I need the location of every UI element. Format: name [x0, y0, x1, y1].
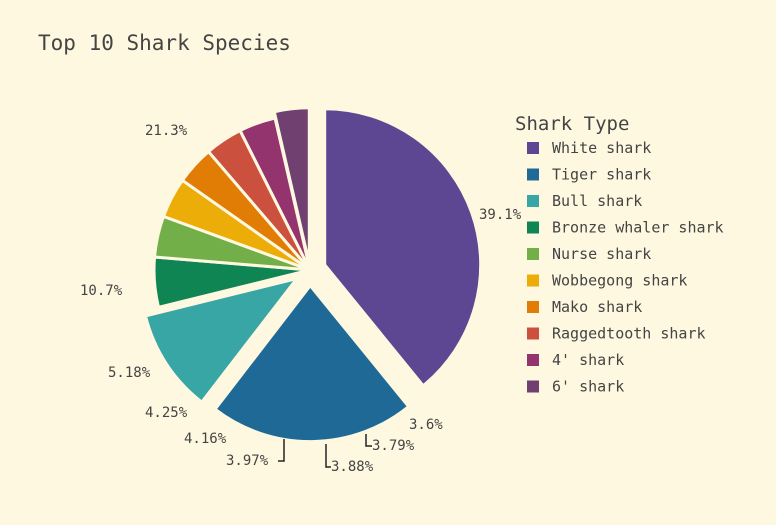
legend-item[interactable]: Bronze whaler shark	[527, 219, 724, 237]
slice-label: 3.88%	[331, 459, 374, 475]
legend-item[interactable]: Mako shark	[527, 298, 642, 316]
legend-label: Bull shark	[552, 192, 642, 210]
legend-item[interactable]: Wobbegong shark	[527, 272, 687, 290]
legend-label: Raggedtooth shark	[552, 325, 706, 343]
legend-item[interactable]: Bull shark	[527, 192, 642, 210]
legend-swatch	[527, 248, 539, 260]
slice-label: 39.1%	[479, 207, 522, 223]
legend-swatch	[527, 354, 539, 366]
legend-swatch	[527, 195, 539, 207]
legend-label: Nurse shark	[552, 245, 651, 263]
label-connector	[278, 439, 285, 462]
slice-label: 4.16%	[184, 431, 227, 447]
label-connector	[365, 434, 372, 447]
chart-title: Top 10 Shark Species	[38, 31, 291, 55]
legend-label: Bronze whaler shark	[552, 219, 724, 237]
legend-item[interactable]: 6' shark	[527, 378, 624, 396]
legend-swatch	[527, 327, 539, 340]
legend-item[interactable]: 4' shark	[527, 351, 624, 369]
legend-label: White shark	[552, 139, 651, 157]
legend-item[interactable]: Nurse shark	[527, 245, 651, 263]
slice-label: 3.79%	[372, 438, 415, 454]
legend-swatch	[527, 274, 539, 287]
slice-labels: 39.1% 21.3% 10.7% 5.18% 4.25% 4.16% 3.97% 3.88%…	[80, 123, 522, 475]
slice-label: 5.18%	[108, 365, 151, 381]
slice-label: 4.25%	[145, 405, 188, 421]
legend-swatch	[527, 380, 539, 393]
legend-item[interactable]: White shark	[527, 139, 651, 157]
legend-swatch	[527, 142, 539, 154]
pie-slice-bull-shark[interactable]	[143, 276, 301, 405]
legend-swatch	[527, 301, 539, 313]
slice-label: 3.6%	[409, 417, 443, 433]
legend-label: 4' shark	[552, 351, 624, 369]
pie-slice-tiger-shark[interactable]	[212, 283, 411, 444]
legend-label: 6' shark	[552, 378, 624, 396]
pie-slices	[143, 106, 483, 444]
slice-label: 10.7%	[80, 283, 123, 299]
legend-items: White shark Tiger shark Bull shark Bronze w…	[527, 139, 724, 396]
slice-label: 3.97%	[226, 453, 269, 469]
label-connectors	[278, 434, 372, 468]
pie-slice-6-shark[interactable]	[272, 106, 311, 265]
slice-label: 21.3%	[145, 123, 188, 139]
legend-label: Mako shark	[552, 298, 642, 316]
legend-swatch	[527, 168, 539, 181]
legend-item[interactable]: Tiger shark	[527, 166, 651, 184]
label-connector	[325, 444, 331, 468]
legend: Shark Type White shark Tiger shark Bull sh…	[515, 113, 724, 396]
legend-label: Wobbegong shark	[552, 272, 687, 290]
legend-label: Tiger shark	[552, 166, 651, 184]
legend-title: Shark Type	[515, 113, 629, 135]
legend-swatch	[527, 221, 539, 234]
legend-item[interactable]: Raggedtooth shark	[527, 325, 706, 343]
pie-slice-white-shark[interactable]	[323, 107, 483, 388]
